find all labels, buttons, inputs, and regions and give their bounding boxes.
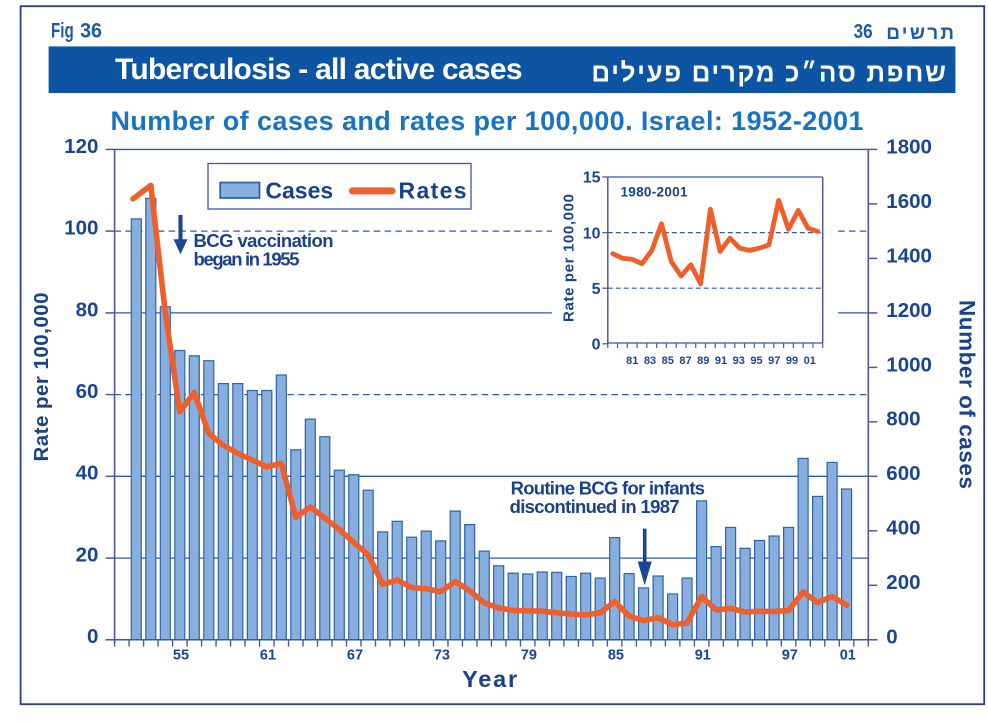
svg-text:600: 600 — [886, 462, 920, 485]
svg-text:55: 55 — [173, 647, 189, 663]
svg-text:80: 80 — [76, 298, 99, 321]
svg-text:40: 40 — [76, 462, 99, 485]
svg-text:BCG vaccination: BCG vaccination — [194, 230, 334, 251]
svg-text:1400: 1400 — [886, 244, 932, 267]
svg-text:100: 100 — [64, 217, 98, 240]
svg-text:200: 200 — [886, 571, 920, 594]
svg-text:1200: 1200 — [886, 299, 932, 322]
svg-text:93: 93 — [733, 355, 745, 367]
svg-text:Rates: Rates — [399, 177, 467, 203]
svg-text:91: 91 — [695, 647, 711, 663]
svg-text:800: 800 — [886, 408, 920, 431]
svg-text:Tuberculosis - all active case: Tuberculosis - all active cases — [115, 53, 523, 86]
svg-text:91: 91 — [715, 355, 727, 367]
svg-text:83: 83 — [644, 355, 656, 367]
svg-text:87: 87 — [679, 355, 691, 367]
svg-text:36: 36 — [80, 20, 102, 43]
svg-text:discontinued in 1987: discontinued in 1987 — [510, 496, 680, 517]
svg-text:99: 99 — [786, 355, 798, 367]
svg-text:67: 67 — [347, 647, 363, 663]
svg-text:89: 89 — [697, 355, 709, 367]
svg-text:81: 81 — [626, 355, 638, 367]
svg-text:01: 01 — [840, 647, 856, 663]
svg-text:0: 0 — [886, 626, 897, 649]
svg-text:1600: 1600 — [886, 190, 932, 213]
svg-text:61: 61 — [260, 647, 276, 663]
svg-text:Fig: Fig — [51, 20, 74, 43]
svg-text:97: 97 — [782, 647, 798, 663]
svg-text:0: 0 — [592, 337, 601, 354]
svg-text:Rate per 100,000: Rate per 100,000 — [561, 194, 578, 322]
svg-text:Year: Year — [462, 666, 517, 692]
svg-text:Rate per 100,000: Rate per 100,000 — [30, 293, 53, 462]
svg-text:Number of cases and rates per: Number of cases and rates per 100,000. I… — [111, 106, 864, 136]
svg-text:Cases: Cases — [265, 177, 333, 203]
svg-text:תרשים: תרשים — [886, 23, 956, 44]
svg-text:120: 120 — [64, 135, 98, 158]
svg-text:36: 36 — [854, 21, 873, 43]
svg-text:1980-2001: 1980-2001 — [621, 185, 688, 200]
svg-text:85: 85 — [608, 647, 624, 663]
svg-text:79: 79 — [521, 647, 537, 663]
svg-text:95: 95 — [750, 355, 762, 367]
svg-text:Number of cases: Number of cases — [955, 300, 980, 489]
svg-text:15: 15 — [583, 170, 601, 187]
svg-text:0: 0 — [87, 625, 98, 648]
svg-text:began in 1955: began in 1955 — [194, 248, 300, 269]
svg-text:85: 85 — [662, 355, 674, 367]
svg-text:5: 5 — [592, 281, 601, 298]
svg-text:73: 73 — [434, 647, 450, 663]
svg-text:400: 400 — [886, 517, 920, 540]
svg-text:01: 01 — [804, 355, 816, 367]
svg-text:20: 20 — [76, 544, 99, 567]
svg-text:97: 97 — [768, 355, 780, 367]
svg-text:1800: 1800 — [886, 135, 932, 158]
svg-text:שחפת סה״כ מקרים פעילים: שחפת סה״כ מקרים פעילים — [591, 57, 947, 87]
svg-text:60: 60 — [76, 380, 99, 403]
svg-text:1000: 1000 — [886, 353, 932, 376]
svg-text:Routine BCG for infants: Routine BCG for infants — [511, 477, 705, 498]
svg-text:10: 10 — [583, 225, 601, 242]
